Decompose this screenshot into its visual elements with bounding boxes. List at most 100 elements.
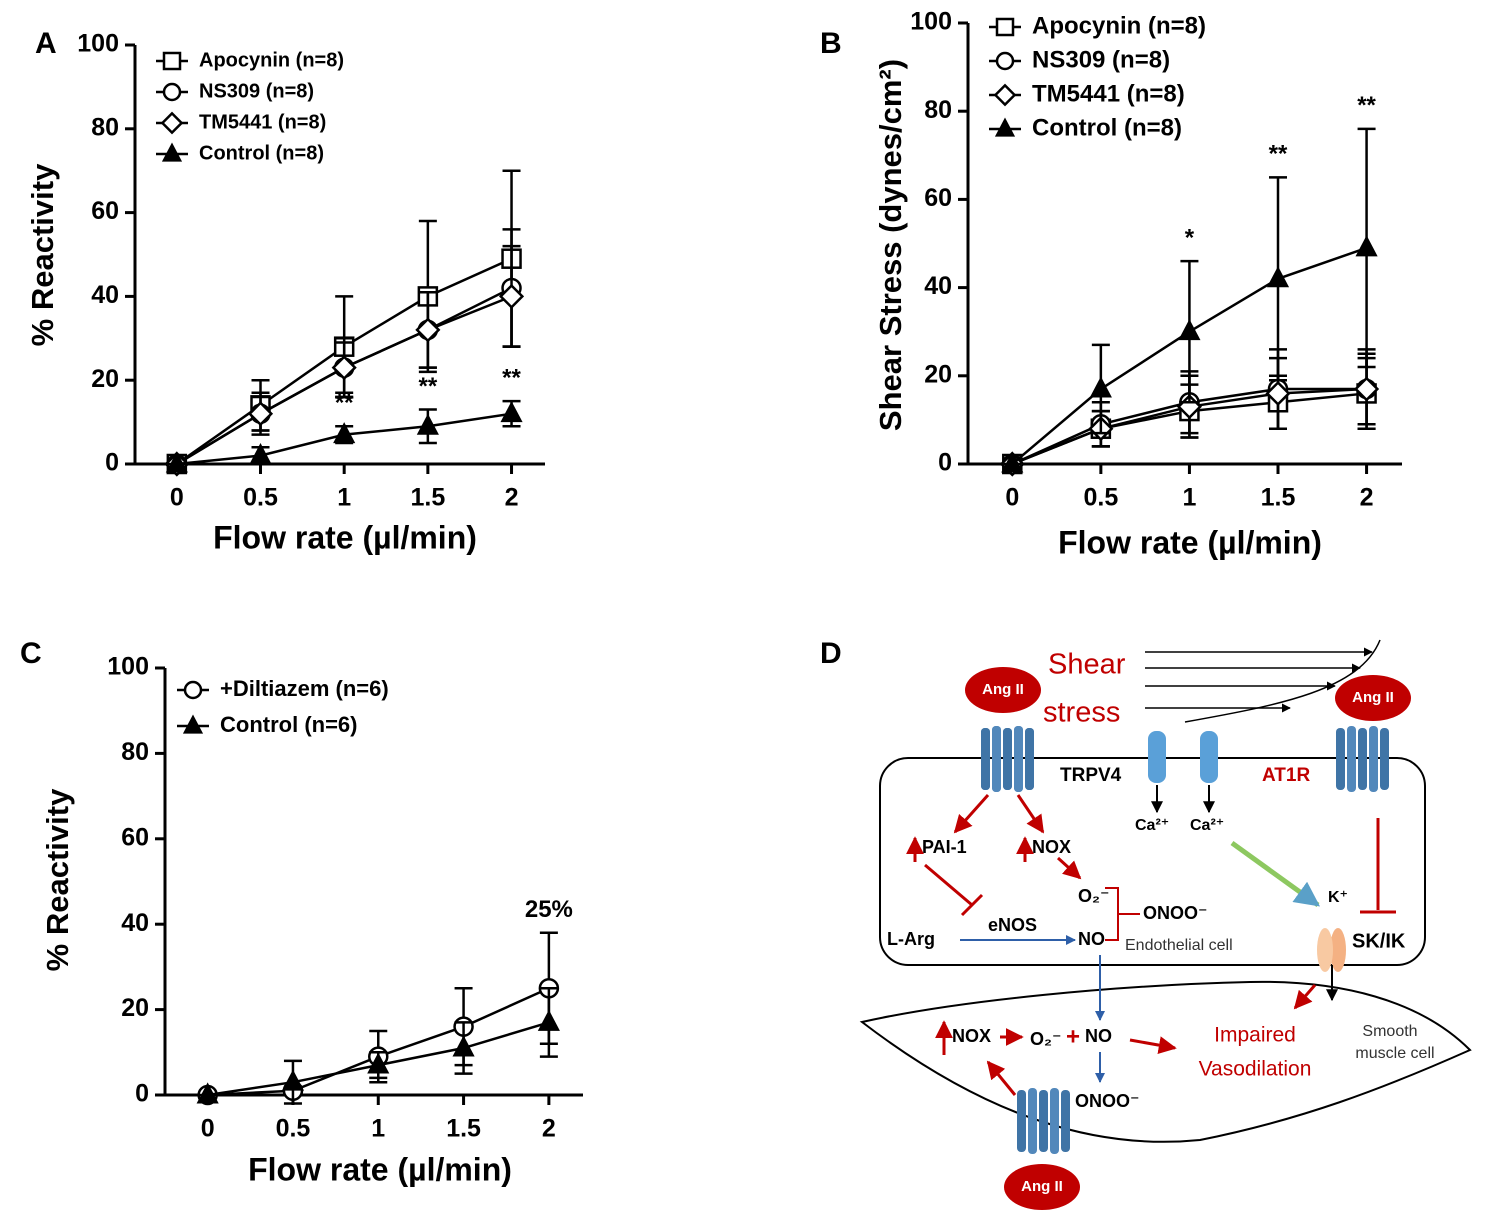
legend-label: Apocynin (n=8) [199,49,344,71]
k-channel [1317,928,1333,972]
y-tick-label: 100 [77,30,119,58]
marker [160,111,184,135]
ang-ellipse [1004,1164,1080,1210]
panel-label: D [820,637,842,670]
vasodilation-label: Vasodilation [1199,1058,1312,1081]
x-tick-label: 0 [201,1115,215,1143]
marker [537,1009,560,1031]
y-tick-label: 0 [135,1080,149,1108]
y-tick-label: 80 [121,738,149,766]
plus-label: + [1066,1023,1080,1050]
marker [995,51,1015,71]
y-tick-label: 60 [91,197,119,225]
panel-label: A [35,27,57,60]
x-tick-label: 1.5 [446,1115,481,1143]
annotation: ** [335,390,354,417]
ca-label: Ca²⁺ [1190,817,1224,834]
marker [415,317,441,343]
x-tick-label: 2 [542,1115,556,1143]
marker [331,355,357,381]
receptor [1017,1088,1070,1154]
y-tick-label: 60 [924,184,952,212]
muscle-label: muscle cell [1355,1045,1434,1062]
receptor [1336,726,1389,792]
ang-label: Ang II [982,681,1024,698]
panel-label: C [20,637,42,670]
y-tick-label: 40 [924,272,952,300]
skik-label: SK/IK [1352,930,1406,952]
nox-label: NOX [952,1026,991,1046]
y-axis-label: % Reactivity [40,788,75,971]
marker [500,401,523,423]
marker [1355,235,1378,257]
at1r-label: AT1R [1262,765,1310,786]
marker [162,82,182,102]
y-tick-label: 100 [107,653,149,681]
legend-label: Control (n=8) [1032,114,1182,141]
marker [367,1052,390,1074]
marker [1089,376,1112,398]
x-tick-label: 0.5 [243,484,278,512]
stress-label: stress [1043,697,1120,729]
legend-label: Apocynin (n=8) [1032,12,1206,39]
ca-label: Ca²⁺ [1135,817,1169,834]
x-axis-label: Flow rate (µl/min) [213,519,477,555]
marker [183,680,203,700]
marker [416,413,439,435]
trpv4-label: TRPV4 [1060,765,1122,786]
onoo-label: ONOO⁻ [1075,1091,1140,1111]
no-label: NO [1085,1026,1112,1046]
marker [249,443,272,465]
receptor [981,726,1034,792]
marker [498,283,525,309]
annotation: ** [1269,141,1288,168]
y-tick-label: 40 [121,909,149,937]
x-tick-label: 1.5 [1261,484,1296,512]
enos-label: eNOS [988,915,1037,935]
x-tick-label: 0.5 [1083,484,1118,512]
marker [247,401,274,427]
marker [1354,376,1380,402]
marker [1266,266,1290,288]
endothelial-label: Endothelial cell [1125,937,1233,954]
annotation: * [1185,224,1195,251]
legend-label: Control (n=6) [220,712,358,737]
annotation: ** [1357,92,1376,119]
smooth-label: Smooth [1362,1023,1417,1040]
x-tick-label: 1 [1182,484,1196,512]
legend-label: +Diltiazem (n=6) [220,676,389,701]
arrows [906,785,1396,1096]
y-tick-label: 20 [121,994,149,1022]
smooth-muscle-cell [859,980,1472,1143]
ang-ellipse [965,667,1041,713]
x-axis-label: Flow rate (µl/min) [1058,524,1322,560]
ang-label: Ang II [1021,1178,1063,1195]
marker [1001,451,1024,473]
x-tick-label: 0 [170,484,184,512]
y-tick-label: 20 [91,365,119,393]
y-tick-label: 60 [121,823,149,851]
y-axis-label: % Reactivity [25,163,60,346]
marker [281,1069,305,1091]
y-tick-label: 40 [91,281,119,309]
marker [182,714,204,734]
impaired-label: Impaired [1214,1024,1296,1047]
annotation: 25% [525,896,573,923]
legend-label: TM5441 (n=8) [199,111,326,133]
legend-label: NS309 (n=8) [1032,46,1170,73]
x-tick-label: 2 [505,484,519,512]
x-tick-label: 1.5 [410,484,445,512]
shear-arrows [1145,639,1381,723]
ang-ellipse [1335,675,1411,721]
marker [1265,380,1291,407]
legend-label: NS309 (n=8) [199,80,314,102]
marker [161,142,183,162]
x-tick-label: 0 [1005,484,1019,512]
k-channel [1330,928,1346,972]
legend-label: TM5441 (n=8) [1032,80,1185,107]
x-tick-label: 2 [1360,484,1374,512]
marker [995,17,1015,37]
nox-label: NOX [1032,837,1071,857]
o2-label: O₂⁻ [1078,886,1110,906]
